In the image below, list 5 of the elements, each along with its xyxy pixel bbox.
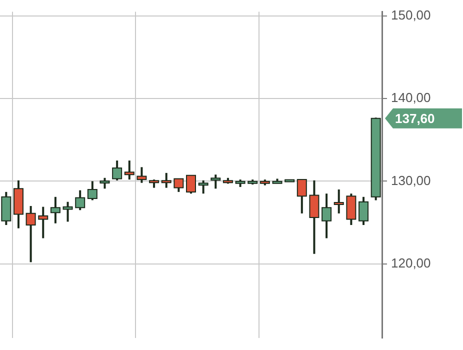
y-tick-label: 130,00 xyxy=(391,172,431,188)
y-tick-label: 140,00 xyxy=(391,90,431,106)
text: 137,60 xyxy=(395,110,435,126)
y-tick-label: 150,00 xyxy=(391,8,431,23)
y-tick-label: 120,00 xyxy=(391,255,431,270)
